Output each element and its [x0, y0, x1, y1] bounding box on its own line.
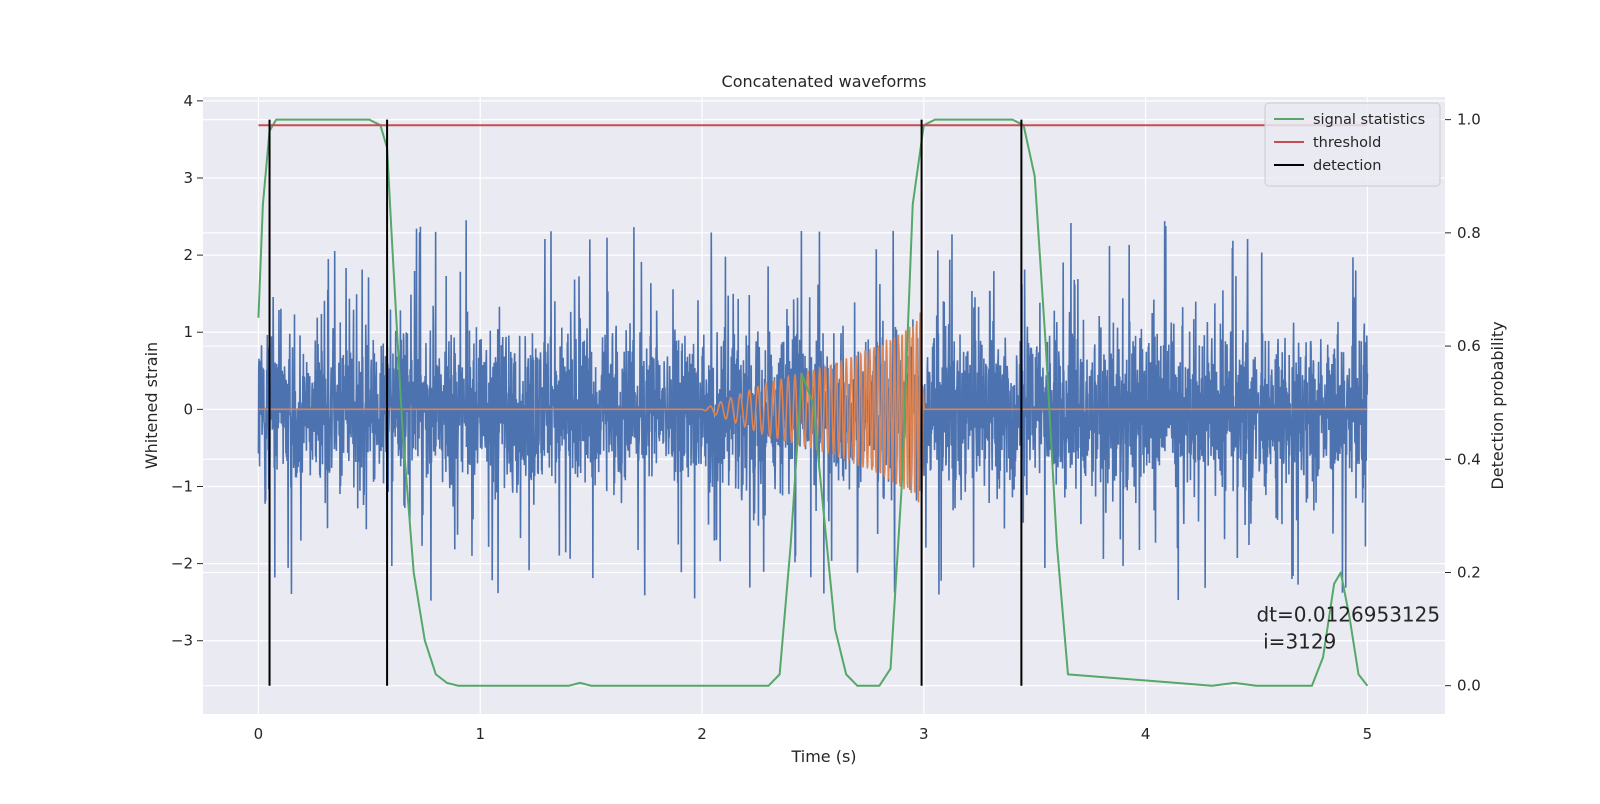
y-tick-label: 3: [183, 169, 193, 187]
signal-statistics-line: [257, 118, 1369, 687]
y-tick-label: −3: [171, 632, 193, 650]
legend-label: detection: [1313, 158, 1381, 174]
x-tick-label: 0: [254, 725, 264, 743]
legend-box: [1264, 102, 1441, 187]
legend-label: threshold: [1313, 135, 1381, 151]
y-tick-label: 1: [183, 323, 193, 341]
grid-right: [203, 119, 1445, 687]
y-right-tick-label: 0.8: [1457, 224, 1481, 242]
y-tick-label: 0: [183, 400, 193, 418]
y-axis-label: Whitened strain: [142, 342, 161, 469]
y-tick-label: 2: [183, 246, 193, 264]
x-axis-label: Time (s): [790, 747, 856, 766]
x-tick-label: 3: [919, 725, 929, 743]
annotation-text: dt=0.0126953125: [1256, 602, 1440, 626]
y-right-tick-label: 0.6: [1457, 337, 1481, 355]
chirp-series-line: [258, 312, 1368, 503]
y-axis-label-right: Detection probability: [1488, 321, 1507, 489]
x-tick-label: 5: [1363, 725, 1373, 743]
y-tick-label: −1: [171, 477, 193, 495]
legend: signal statistics threshold detection: [1264, 102, 1441, 187]
chart-title: Concatenated waveforms: [722, 72, 927, 91]
y-right-tick-label: 1.0: [1457, 111, 1481, 129]
y-right-tick-label: 0.4: [1457, 450, 1481, 468]
annotations: dt=0.0126953125 i=3129: [1256, 602, 1440, 653]
annotation-text: i=3129: [1263, 629, 1336, 653]
ticks-layer: 0 1 2 3 4 5 −3 −2 −1 0 1 2 3 4 0.0 0.2 0.4 0.6 0.8 1.0: [171, 92, 1481, 743]
y-right-tick-label: 0.2: [1457, 563, 1481, 581]
y-tick-label: −2: [171, 555, 193, 573]
x-tick-label: 4: [1141, 725, 1151, 743]
y-right-tick-label: 0.0: [1457, 677, 1481, 695]
legend-label: signal statistics: [1313, 112, 1425, 128]
y-tick-label: 4: [183, 92, 193, 110]
x-tick-label: 1: [475, 725, 485, 743]
series-layer: [257, 118, 1369, 687]
x-tick-label: 2: [697, 725, 707, 743]
